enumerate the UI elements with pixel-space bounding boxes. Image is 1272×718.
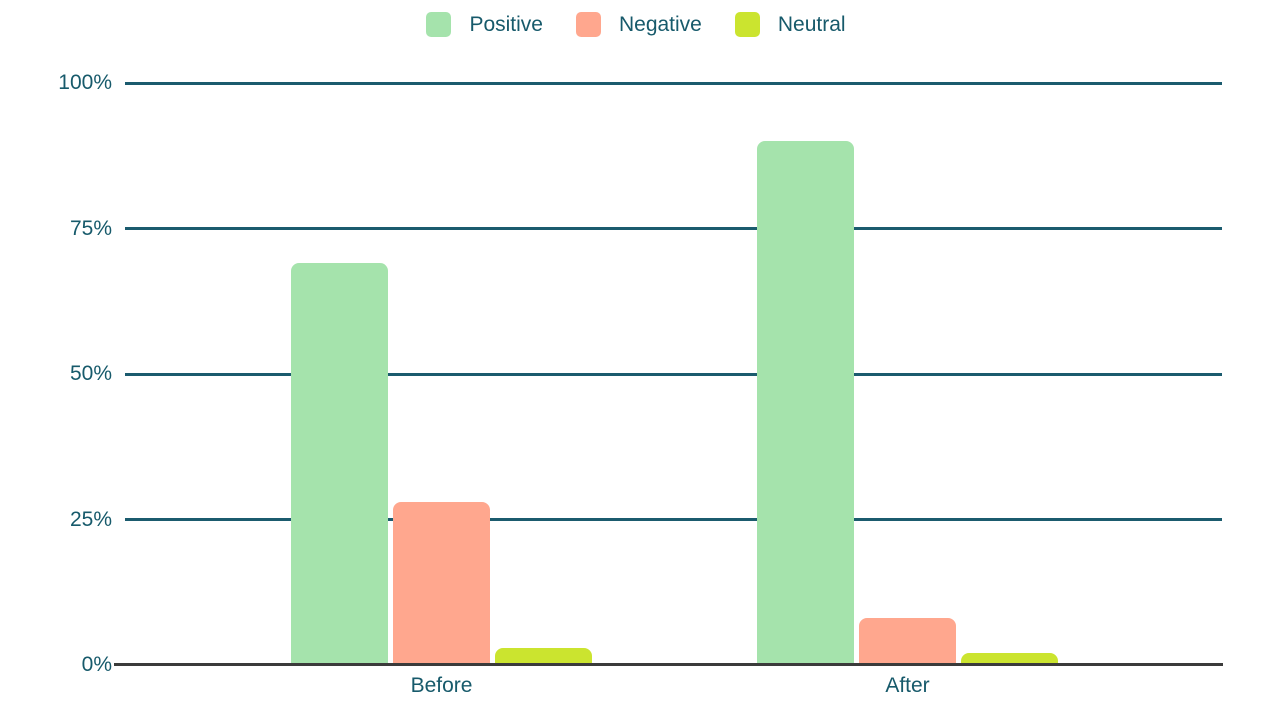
legend-item-positive: Positive: [426, 12, 543, 37]
bar-after-neutral: [961, 653, 1058, 665]
y-tick-label-0: 0%: [81, 653, 112, 676]
plot-area: [125, 81, 1222, 665]
bar-after-negative: [859, 618, 956, 665]
legend-item-neutral: Neutral: [734, 12, 846, 37]
legend-swatch-neutral: [734, 12, 760, 37]
y-tick-label-75: 75%: [69, 216, 112, 240]
gridline-100: [125, 81, 1222, 85]
legend-swatch-negative: [575, 12, 601, 37]
bar-after-positive: [757, 141, 854, 665]
y-tick-label-25: 25%: [69, 507, 112, 531]
y-tick-label-100: 100%: [58, 71, 112, 94]
chart-legend: Positive Negative Neutral: [0, 12, 1272, 37]
y-tick-label-50: 50%: [69, 362, 112, 385]
legend-label: Negative: [618, 13, 702, 36]
bar-before-neutral: [495, 648, 592, 665]
bar-before-negative: [393, 502, 490, 665]
gridline-50: [125, 372, 1222, 376]
gridline-25: [125, 518, 1222, 521]
bar-group-before: [291, 263, 592, 665]
x-axis-label-before: Before: [410, 674, 473, 697]
bar-group-after: [757, 141, 1058, 665]
legend-item-negative: Negative: [575, 12, 702, 37]
bar-before-positive: [291, 263, 388, 665]
legend-swatch-positive: [426, 12, 452, 37]
legend-label: Positive: [469, 13, 543, 36]
x-axis-label-after: After: [885, 674, 930, 697]
x-axis-line: [114, 663, 1223, 666]
gridline-75: [125, 227, 1222, 230]
legend-label: Neutral: [777, 13, 846, 36]
